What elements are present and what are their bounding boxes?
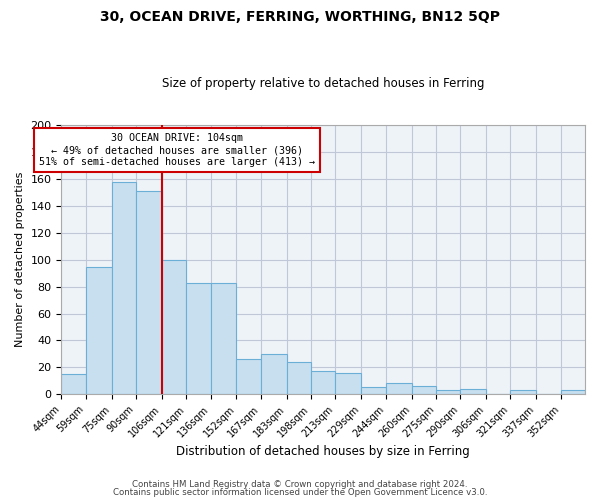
Bar — [61, 374, 86, 394]
Title: Size of property relative to detached houses in Ferring: Size of property relative to detached ho… — [162, 76, 484, 90]
Bar — [261, 354, 287, 394]
Bar — [112, 182, 136, 394]
Y-axis label: Number of detached properties: Number of detached properties — [15, 172, 25, 348]
Text: 30 OCEAN DRIVE: 104sqm
← 49% of detached houses are smaller (396)
51% of semi-de: 30 OCEAN DRIVE: 104sqm ← 49% of detached… — [38, 134, 314, 166]
Bar — [436, 390, 460, 394]
Bar — [511, 390, 536, 394]
Bar — [335, 372, 361, 394]
Bar — [211, 282, 236, 394]
Bar — [412, 386, 436, 394]
Bar — [386, 384, 412, 394]
Bar — [86, 266, 112, 394]
Bar — [287, 362, 311, 394]
Bar — [361, 388, 386, 394]
Text: Contains HM Land Registry data © Crown copyright and database right 2024.: Contains HM Land Registry data © Crown c… — [132, 480, 468, 489]
Bar — [186, 282, 211, 394]
Bar — [236, 360, 261, 394]
Bar — [460, 389, 486, 394]
Bar — [311, 372, 335, 394]
X-axis label: Distribution of detached houses by size in Ferring: Distribution of detached houses by size … — [176, 444, 470, 458]
Bar — [136, 192, 162, 394]
Bar — [560, 390, 585, 394]
Bar — [162, 260, 186, 394]
Text: Contains public sector information licensed under the Open Government Licence v3: Contains public sector information licen… — [113, 488, 487, 497]
Text: 30, OCEAN DRIVE, FERRING, WORTHING, BN12 5QP: 30, OCEAN DRIVE, FERRING, WORTHING, BN12… — [100, 10, 500, 24]
